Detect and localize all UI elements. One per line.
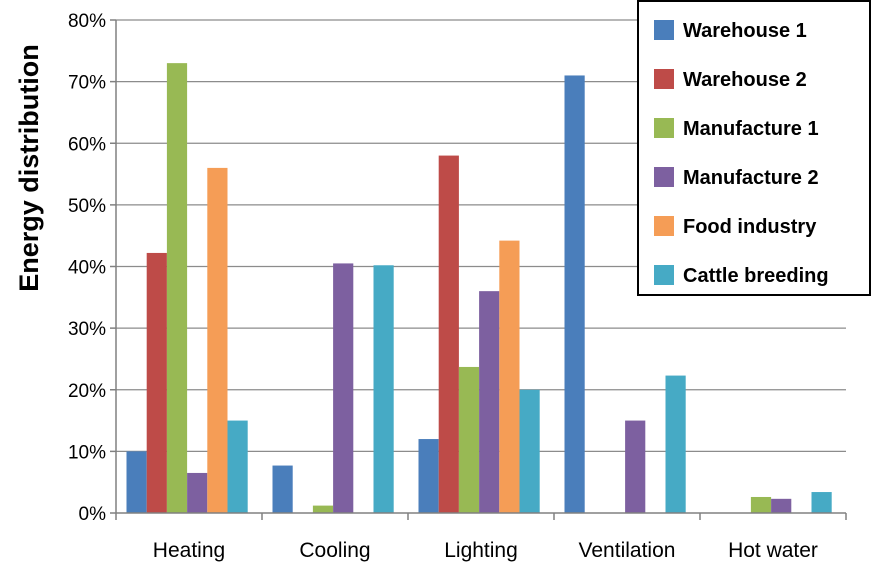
bars xyxy=(126,63,832,514)
x-category-label: Cooling xyxy=(299,539,370,562)
legend-label: Cattle breeding xyxy=(683,265,829,287)
legend-box xyxy=(637,0,871,296)
bar xyxy=(166,63,188,513)
legend-label: Food industry xyxy=(683,216,817,238)
bar xyxy=(373,265,394,513)
bar xyxy=(438,155,459,513)
bar xyxy=(519,389,540,513)
bar xyxy=(750,496,772,513)
bar xyxy=(207,167,228,513)
bar xyxy=(126,451,147,513)
bar xyxy=(227,420,248,513)
x-category-label: Heating xyxy=(153,539,225,562)
bar xyxy=(418,439,439,513)
bar xyxy=(665,375,686,513)
bar xyxy=(333,263,354,513)
bar xyxy=(312,505,334,513)
legend-label: Warehouse 1 xyxy=(683,20,807,42)
y-tick-label: 10% xyxy=(68,442,106,463)
bar xyxy=(564,75,585,514)
legend-swatch xyxy=(654,118,674,138)
y-tick-label: 50% xyxy=(68,196,106,217)
bar xyxy=(146,252,167,513)
x-category-labels: Heating Cooling Lighting Ventilation Hot wat… xyxy=(153,539,818,562)
x-category-label: Hot water xyxy=(728,539,818,562)
bar xyxy=(272,465,293,513)
y-tick-labels: 0% 10% 20% 30% 40% 50% 60% 70% 80% xyxy=(68,11,106,525)
y-tick-label: 80% xyxy=(68,11,106,32)
legend-label: Warehouse 2 xyxy=(683,69,807,91)
y-tick-label: 30% xyxy=(68,319,106,340)
y-tick-label: 60% xyxy=(68,134,106,155)
y-axis-label: Energy distribution xyxy=(14,44,44,292)
x-category-label: Ventilation xyxy=(579,539,676,562)
y-tick-label: 40% xyxy=(68,258,106,279)
legend-label: Manufacture 1 xyxy=(683,118,819,140)
legend-label: Manufacture 2 xyxy=(683,167,819,189)
bar xyxy=(499,240,520,513)
legend-swatch xyxy=(654,167,674,187)
bar xyxy=(187,472,208,513)
legend-swatch xyxy=(654,69,674,89)
bar xyxy=(771,498,792,513)
bar xyxy=(625,420,646,513)
axes xyxy=(110,19,847,520)
legend: Warehouse 1 Warehouse 2 Manufacture 1 Manuf… xyxy=(637,0,871,296)
bar xyxy=(458,366,480,513)
bar xyxy=(811,492,832,513)
legend-swatch xyxy=(654,216,674,236)
legend-swatch xyxy=(654,265,674,285)
legend-swatch xyxy=(654,20,674,40)
bar xyxy=(479,291,500,513)
y-tick-label: 70% xyxy=(68,73,106,94)
y-tick-label: 0% xyxy=(79,504,107,525)
y-tick-label: 20% xyxy=(68,381,106,402)
x-category-label: Lighting xyxy=(444,539,518,562)
